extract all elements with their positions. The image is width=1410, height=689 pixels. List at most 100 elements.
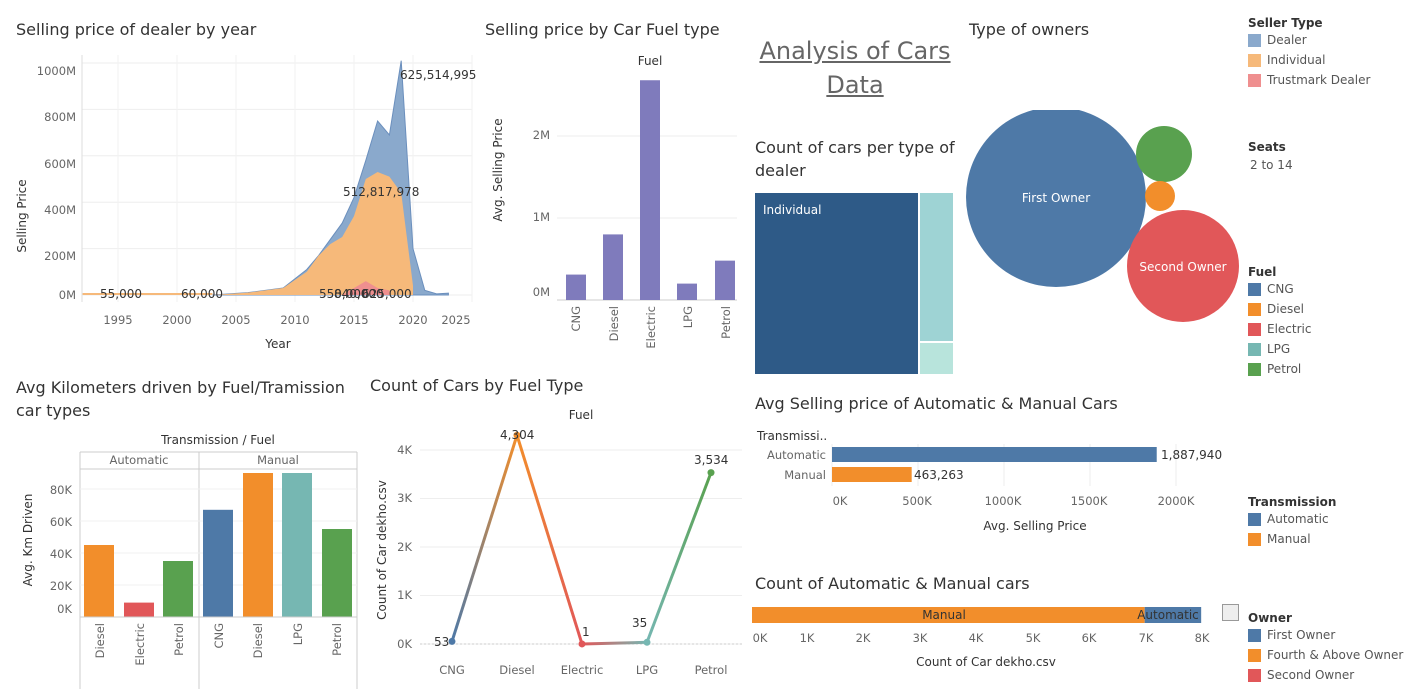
year-areas (82, 60, 449, 296)
x-tick: 2020 (398, 313, 427, 327)
x-tick: Petrol (719, 306, 733, 339)
bar-electric (640, 80, 660, 300)
y-tick: 400M (44, 203, 76, 217)
y-tick: 800M (44, 110, 76, 124)
row-label: Automatic (767, 448, 826, 462)
treemap-dealer[interactable] (920, 193, 953, 341)
sheet-toggle-icon[interactable] (1222, 604, 1239, 621)
legend-item-first-owner[interactable]: First Owner (1248, 625, 1403, 645)
trans-count-bars (752, 607, 1202, 623)
year-chart-title: Selling price of dealer by year (16, 20, 257, 39)
legend-item-automatic[interactable]: Automatic (1248, 509, 1336, 529)
svg-text:Diesel: Diesel (251, 623, 265, 658)
y-tick: 0K (397, 637, 412, 651)
legend-item-cng[interactable]: CNG (1248, 279, 1311, 299)
km-header: Transmission / Fuel (160, 433, 275, 447)
svg-text:Diesel: Diesel (499, 663, 534, 677)
legend-item-dealer[interactable]: Dealer (1248, 30, 1370, 50)
x-tick: 2000 (162, 313, 191, 327)
legend-item-petrol[interactable]: Petrol (1248, 359, 1311, 379)
year-area-chart: 0M 200M 400M 600M 800M 1000M 1995 2000 2… (15, 55, 476, 351)
data-label: 625,514,995 (400, 68, 476, 82)
year-x-label: Year (264, 337, 290, 351)
year-x-ticks: 1995 2000 2005 2010 2015 2020 2025 (103, 313, 470, 327)
trans-count-x-label: Count of Car dekho.csv (916, 655, 1056, 669)
svg-text:LPG: LPG (636, 663, 658, 677)
bar-automatic-petrol (163, 561, 193, 617)
y-tick: 80K (50, 483, 73, 497)
svg-text:0K: 0K (753, 631, 768, 645)
point-lpg (643, 638, 651, 646)
treemap-trustmark[interactable] (920, 343, 953, 374)
owner-legend: Owner First Owner Fourth & Above Owner S… (1248, 611, 1403, 685)
bar-petrol (715, 260, 735, 300)
year-y-label: Selling Price (15, 179, 29, 252)
fuel-price-bars (566, 80, 735, 300)
point-petrol (707, 469, 715, 477)
point-electric (578, 640, 586, 648)
legend-item-second-owner[interactable]: Second Owner (1248, 665, 1403, 685)
year-y-ticks: 0M 200M 400M 600M 800M 1000M (37, 64, 76, 302)
svg-text:Petrol: Petrol (695, 663, 728, 677)
fuel-legend: Fuel CNG Diesel Electric LPG Petrol (1248, 265, 1311, 379)
treemap-cell (755, 193, 918, 374)
bar-automatic-electric (124, 602, 154, 617)
legend-item-manual[interactable]: Manual (1248, 529, 1336, 549)
bubble-fourth-owner (1145, 181, 1175, 211)
line-segment (645, 472, 713, 643)
legend-item-trustmark[interactable]: Trustmark Dealer (1248, 70, 1370, 90)
legend-title: Transmission (1248, 495, 1337, 509)
x-tick: 2025 (441, 313, 470, 327)
legend-title: Fuel (1248, 265, 1277, 279)
trans-price-x-ticks: 0K 500K 1000K 1500K 2000K (833, 494, 1195, 508)
svg-text:Petrol: Petrol (172, 623, 186, 656)
x-tick: Diesel (607, 306, 621, 341)
data-label: 512,817,978 (343, 185, 419, 199)
bubble-second-owner (1127, 210, 1239, 322)
count-fuel-header: Fuel (569, 408, 594, 422)
trans-header: Transmissi.. (756, 429, 827, 443)
svg-text:8K: 8K (1195, 631, 1210, 645)
legend-title: Seller Type (1248, 16, 1323, 30)
legend-item-individual[interactable]: Individual (1248, 50, 1370, 70)
seats-legend: Seats 2 to 14 (1248, 140, 1293, 172)
bubble-third-owner (1136, 126, 1192, 182)
x-tick: 2015 (339, 313, 368, 327)
svg-text:500K: 500K (902, 494, 932, 508)
bar-manual (832, 467, 912, 482)
point-label: 35 (632, 616, 647, 630)
svg-text:2K: 2K (856, 631, 871, 645)
bar-label: Manual (922, 608, 966, 622)
trans-count-chart: Manual Automatic 0K 1K 2K 3K 4K 5K 6K 7K… (752, 607, 1210, 669)
area-individual (212, 172, 413, 295)
y-tick: 1000M (37, 64, 76, 78)
svg-text:Petrol: Petrol (330, 623, 344, 656)
x-tick: LPG (681, 306, 695, 328)
legend-item-lpg[interactable]: LPG (1248, 339, 1311, 359)
svg-text:Diesel: Diesel (93, 623, 107, 658)
trans-count-x-ticks: 0K 1K 2K 3K 4K 5K 6K 7K 8K (753, 631, 1210, 645)
x-tick: 2010 (280, 313, 309, 327)
trans-price-x-label: Avg. Selling Price (983, 519, 1086, 533)
legend-item-electric[interactable]: Electric (1248, 319, 1311, 339)
legend-title: Seats (1248, 140, 1286, 154)
count-fuel-chart: Fuel 0K 1K 2K 3K 4K Count of Car dekho.c… (375, 408, 742, 677)
svg-text:1500K: 1500K (1071, 494, 1108, 508)
line-segment (450, 434, 519, 642)
y-tick: 40K (50, 547, 73, 561)
treemap-title: Count of cars per type of dealer (755, 138, 955, 180)
bar-automatic (832, 447, 1157, 462)
x-tick: CNG (569, 306, 583, 332)
trans-price-chart-title: Avg Selling price of Automatic & Manual … (755, 394, 1118, 413)
x-tick: 2005 (221, 313, 250, 327)
legend-item-diesel[interactable]: Diesel (1248, 299, 1311, 319)
seller-legend: Seller Type Dealer Individual Trustmark … (1248, 16, 1370, 90)
y-tick: 1M (533, 210, 550, 224)
area-trustmark-dealer (342, 281, 390, 295)
treemap-individual[interactable]: Individual (755, 193, 918, 374)
legend-item-fourth-owner[interactable]: Fourth & Above Owner (1248, 645, 1403, 665)
row-label: Manual (784, 468, 826, 482)
svg-text:5K: 5K (1026, 631, 1041, 645)
y-tick: 60K (50, 515, 73, 529)
point-label: 53 (434, 635, 449, 649)
